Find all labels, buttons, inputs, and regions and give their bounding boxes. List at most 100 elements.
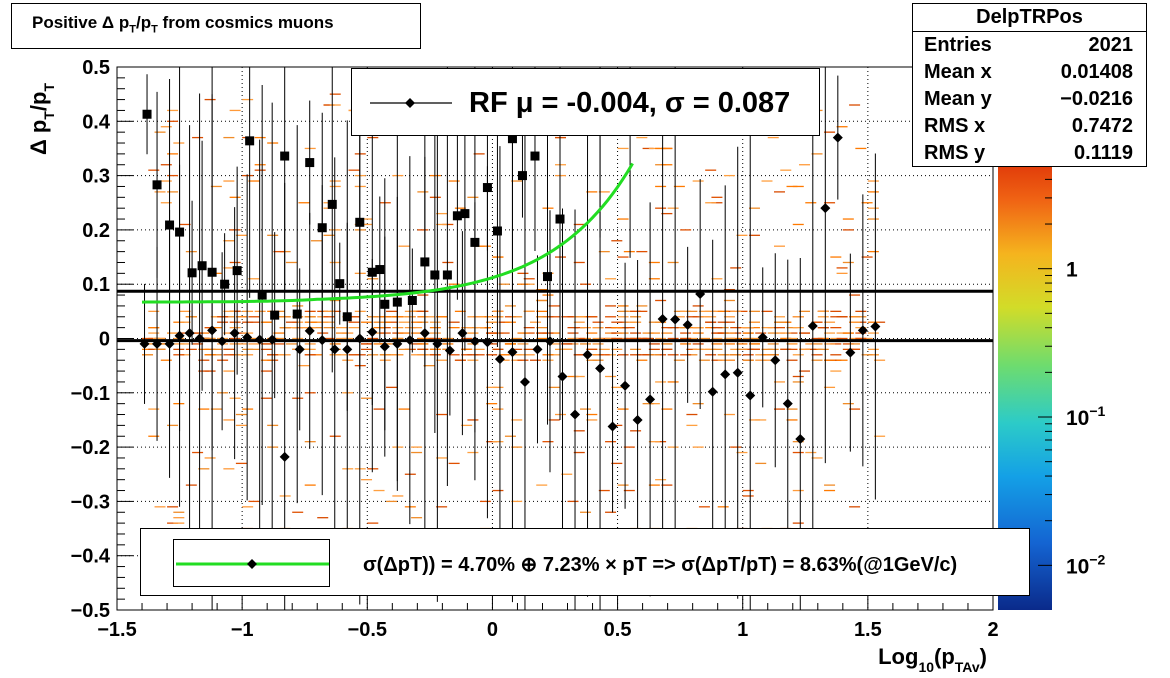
data-point-diamond — [507, 347, 518, 358]
stats-label: Mean y — [924, 88, 992, 110]
y-tick-label: 0.5 — [82, 57, 110, 79]
data-point-diamond — [695, 288, 706, 299]
data-point-diamond — [795, 433, 806, 444]
data-point-square — [175, 227, 185, 237]
data-point-square — [152, 180, 162, 190]
data-point-diamond — [164, 338, 175, 349]
data-point-square — [342, 312, 352, 322]
stats-value: 2021 — [1088, 34, 1134, 56]
x-tick-label: −0.5 — [348, 619, 387, 641]
stats-value: 0.01408 — [1060, 61, 1133, 83]
data-point-diamond — [670, 314, 681, 325]
data-point-square — [187, 268, 197, 278]
data-point-square — [355, 217, 365, 227]
data-point-square — [165, 220, 175, 230]
y-tick-label: −0.2 — [71, 437, 110, 459]
data-point-diamond — [139, 338, 150, 349]
data-point-diamond — [807, 321, 818, 332]
data-point-diamond — [832, 132, 843, 143]
y-tick-label: 0 — [99, 329, 110, 351]
x-axis-label: Log10(pTAv) — [878, 644, 987, 675]
data-point-diamond — [570, 409, 581, 420]
resolution-legend-box: σ(ΔpT)) = 4.70% ⊕ 7.23% × pT => σ(ΔpT/pT… — [140, 528, 1030, 596]
stats-row-mean-x: Mean x 0.01408 — [913, 59, 1146, 86]
data-point-square — [327, 199, 337, 209]
data-point-diamond — [469, 336, 480, 347]
data-point-diamond — [267, 334, 278, 345]
data-point-square — [305, 158, 315, 168]
axes: −1.5 −1 −0.5 0 0.5 1 1.5 2 −0.5 −0.4 −0.3 −0.2 −0.1 0… — [71, 57, 999, 641]
y-tick-label: 0.2 — [82, 220, 110, 242]
stats-value: 0.1119 — [1074, 142, 1133, 164]
stats-label: RMS x — [924, 115, 986, 137]
data-point-diamond — [782, 398, 793, 409]
colorbar-tick-label: 10−2 — [1066, 551, 1106, 578]
data-point-square — [220, 279, 230, 289]
data-point-diamond — [152, 338, 163, 349]
x-tick-label: 2 — [987, 619, 998, 641]
data-point-square — [392, 297, 402, 307]
data-point-diamond — [392, 338, 403, 349]
data-point-diamond — [342, 344, 353, 355]
data-point-square — [197, 261, 207, 271]
stats-value: −0.0216 — [1060, 88, 1133, 110]
x-tick-label: 0 — [487, 619, 498, 641]
data-point-diamond — [379, 341, 390, 352]
colorbar-tick-label: 1 — [1066, 259, 1078, 282]
data-point-diamond — [820, 203, 831, 214]
data-point-diamond — [354, 333, 365, 344]
data-point-diamond — [845, 347, 856, 358]
data-point-diamond — [770, 355, 781, 366]
data-point-square — [542, 272, 552, 282]
data-point-diamond — [532, 344, 543, 355]
data-point-square — [407, 295, 417, 305]
data-point-square — [317, 223, 327, 233]
data-point-diamond — [595, 363, 606, 374]
data-point-diamond — [657, 313, 668, 324]
data-point-square — [232, 266, 242, 276]
fit-curve — [141, 162, 634, 304]
x-tick-label: −1 — [231, 619, 254, 641]
data-point-square — [555, 214, 565, 224]
data-point-diamond — [620, 380, 631, 391]
data-point-diamond — [457, 328, 468, 339]
data-point-diamond — [707, 386, 718, 397]
data-point-diamond — [217, 336, 228, 347]
data-point-diamond — [757, 332, 768, 343]
y-tick-label: −0.5 — [71, 600, 110, 622]
stats-label: RMS y — [924, 142, 986, 164]
stats-row-mean-y: Mean y −0.0216 — [913, 86, 1146, 113]
data-point-diamond — [242, 332, 253, 343]
data-point-square — [207, 267, 217, 277]
data-point-square — [335, 279, 345, 289]
data-point-square — [420, 257, 430, 267]
data-point-square — [430, 270, 440, 280]
data-point-diamond — [519, 376, 530, 387]
stats-box: DelpTRPos Entries 2021 Mean x 0.01408 Mean… — [912, 3, 1147, 167]
data-point-square — [530, 151, 540, 161]
data-point-diamond — [582, 349, 593, 360]
data-point-diamond — [432, 338, 443, 349]
data-point-square — [292, 309, 302, 319]
y-tick-label: −0.3 — [71, 491, 110, 513]
data-point-diamond — [254, 334, 265, 345]
data-point-square — [245, 136, 255, 146]
data-point-diamond — [184, 328, 195, 339]
data-point-diamond — [404, 335, 415, 346]
data-point-diamond — [544, 336, 555, 347]
data-point-diamond — [870, 321, 881, 332]
data-point-square — [482, 183, 492, 193]
data-point-diamond — [367, 326, 378, 337]
data-point-square — [470, 237, 480, 247]
data-point-diamond — [229, 328, 240, 339]
title-box: Positive Δ pT/pT from cosmics muons — [11, 3, 421, 49]
data-point-diamond — [557, 371, 568, 382]
fit-legend-box: RF μ = -0.004, σ = 0.087 — [351, 68, 820, 136]
stats-label: Entries — [924, 34, 992, 56]
data-point-diamond — [720, 369, 731, 380]
y-tick-label: −0.4 — [71, 546, 111, 568]
y-tick-label: 0.3 — [82, 166, 110, 188]
data-point-diamond — [682, 319, 693, 330]
data-point-diamond — [732, 367, 743, 378]
y-axis-label: Δ pT/pT — [26, 83, 57, 156]
